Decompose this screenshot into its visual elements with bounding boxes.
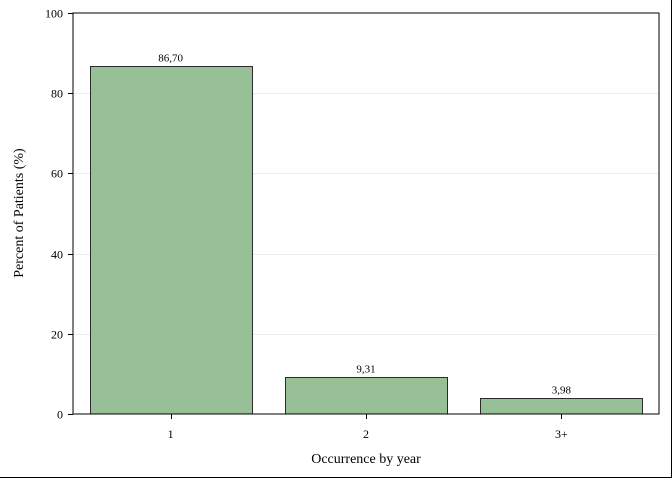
bar xyxy=(480,398,643,415)
bar-data-label: 9,31 xyxy=(356,364,375,376)
y-axis-title: Percent of Patients (%) xyxy=(12,148,27,278)
bar xyxy=(90,66,253,415)
x-axis-title: Occurrence by year xyxy=(311,452,421,467)
y-tick-label: 80 xyxy=(51,87,63,101)
x-tick-label: 1 xyxy=(168,427,174,441)
y-tick-label: 20 xyxy=(51,328,63,342)
x-tick-label: 2 xyxy=(363,427,369,441)
y-tick-label: 100 xyxy=(45,7,63,21)
bar xyxy=(285,377,448,415)
y-tick-label: 40 xyxy=(51,248,63,262)
x-tick-label: 3+ xyxy=(555,427,568,441)
y-tick-label: 60 xyxy=(51,167,63,181)
bar-data-label: 3,98 xyxy=(552,385,572,397)
bars: 86,70 9,31 3,98 xyxy=(90,53,643,415)
y-axis-ticks: 0 20 40 60 80 100 xyxy=(45,7,73,422)
y-tick-label: 0 xyxy=(57,408,63,422)
x-axis-ticks: 1 2 3+ xyxy=(168,414,568,441)
bar-data-label: 86,70 xyxy=(158,53,183,65)
